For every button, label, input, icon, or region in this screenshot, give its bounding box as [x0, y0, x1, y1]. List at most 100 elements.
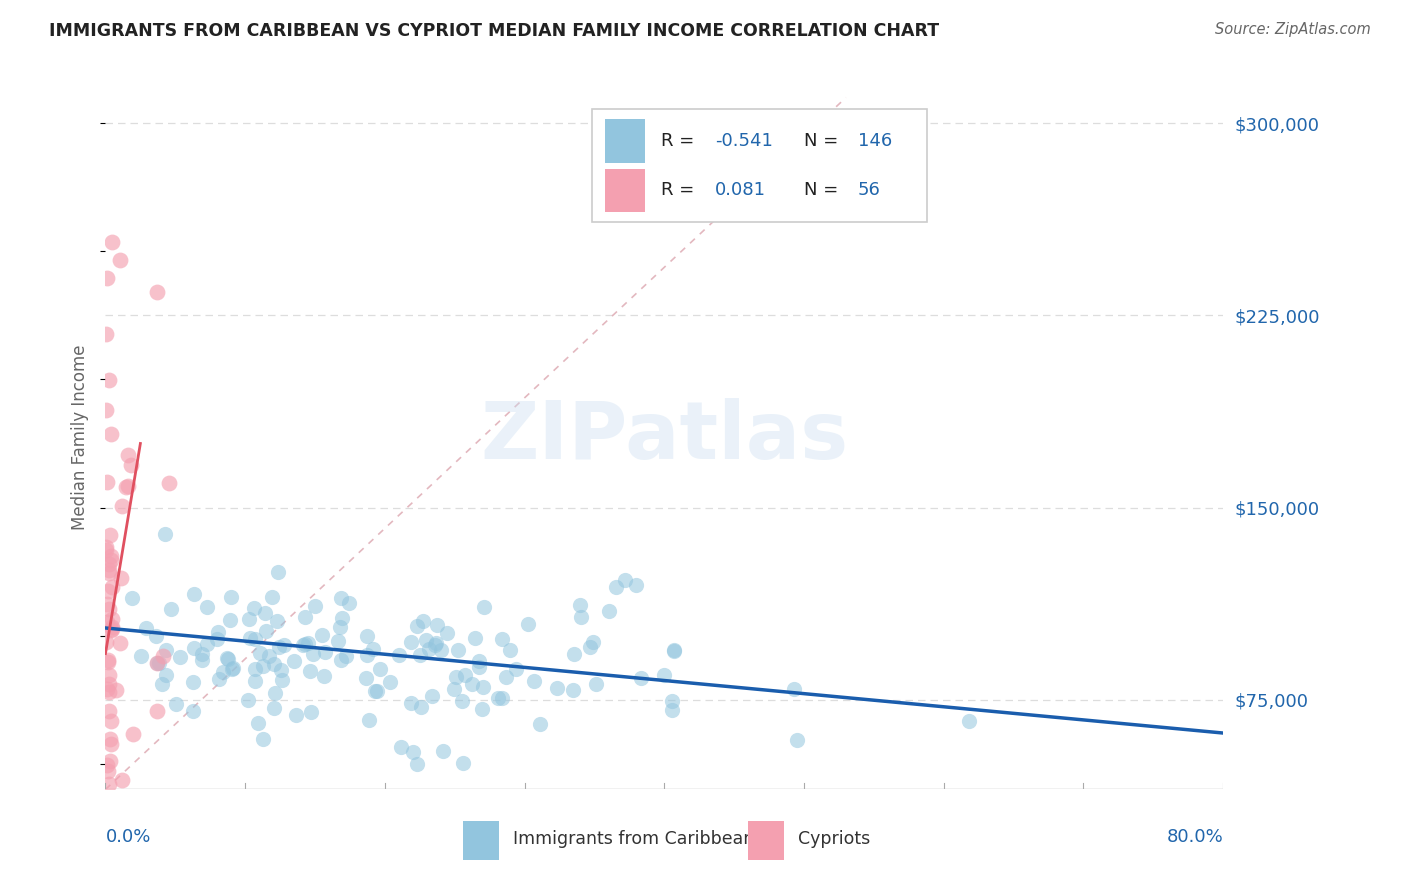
Point [252, 659, 274, 673]
Point [97, 583, 120, 598]
Point [97, 566, 120, 581]
Point [444, 670, 467, 684]
Point [314, 669, 336, 683]
Point [145, 629, 167, 643]
Point [148, 656, 170, 670]
Point [491, 691, 513, 706]
Point [569, 598, 592, 612]
Point [108, 636, 131, 650]
Point [329, 620, 352, 634]
Point [302, 647, 325, 661]
Point [304, 599, 326, 614]
Point [245, 662, 267, 676]
Point [105, 683, 128, 698]
Point [335, 649, 357, 664]
Point [98, 732, 121, 747]
Point [418, 641, 440, 656]
Point [155, 643, 177, 657]
Point [100, 552, 122, 566]
Point [238, 693, 260, 707]
Point [98, 528, 121, 542]
Point [183, 587, 205, 601]
Point [326, 633, 349, 648]
Point [157, 475, 180, 490]
Text: Immigrants from Caribbean: Immigrants from Caribbean [513, 830, 755, 847]
Point [152, 648, 174, 663]
Point [94, 635, 117, 649]
Point [314, 644, 336, 658]
Point [145, 285, 167, 299]
Point [388, 648, 411, 662]
Point [195, 600, 218, 615]
Point [283, 655, 305, 669]
Point [238, 612, 260, 626]
Point [330, 591, 353, 606]
Point [273, 638, 295, 652]
Point [249, 646, 271, 660]
Point [270, 673, 292, 688]
Point [364, 684, 387, 698]
Point [366, 684, 388, 698]
Point [96, 615, 118, 630]
Point [252, 731, 274, 746]
Point [146, 705, 169, 719]
Point [96, 681, 118, 696]
Point [247, 715, 270, 730]
Point [783, 682, 806, 697]
Point [165, 697, 187, 711]
Text: -0.541: -0.541 [714, 132, 772, 150]
Point [97, 655, 120, 669]
Point [195, 636, 218, 650]
Point [569, 609, 592, 624]
Point [97, 764, 120, 779]
Point [786, 733, 808, 747]
Point [243, 632, 266, 646]
Point [299, 706, 322, 720]
Point [222, 661, 245, 675]
Point [661, 703, 683, 717]
Point [454, 667, 477, 681]
Point [257, 648, 280, 663]
Point [294, 610, 316, 624]
Point [652, 668, 675, 682]
Point [598, 604, 620, 618]
Point [432, 744, 454, 758]
Point [100, 623, 122, 637]
Point [546, 681, 568, 695]
Point [94, 542, 117, 557]
Point [117, 479, 139, 493]
Point [412, 614, 434, 628]
Point [97, 563, 120, 577]
Point [337, 597, 360, 611]
Point [183, 641, 205, 656]
Point [614, 573, 637, 587]
Point [561, 683, 583, 698]
Point [111, 773, 134, 788]
Point [564, 647, 586, 661]
Point [211, 665, 233, 679]
Point [425, 636, 447, 650]
Point [96, 758, 118, 772]
Point [486, 691, 509, 706]
Point [451, 694, 474, 708]
Point [409, 648, 432, 662]
Point [111, 499, 134, 513]
Text: Source: ZipAtlas.com: Source: ZipAtlas.com [1215, 22, 1371, 37]
Point [243, 674, 266, 689]
Point [254, 624, 277, 638]
Point [581, 634, 603, 648]
Point [451, 756, 474, 771]
Point [468, 659, 491, 673]
Point [100, 549, 122, 563]
Point [146, 657, 169, 671]
Point [356, 629, 378, 643]
Point [208, 673, 231, 687]
Point [471, 701, 494, 715]
Point [405, 619, 427, 633]
Point [253, 607, 276, 621]
Point [529, 717, 551, 731]
Point [96, 597, 118, 611]
Point [399, 635, 422, 649]
Point [98, 791, 121, 805]
Point [405, 756, 427, 771]
